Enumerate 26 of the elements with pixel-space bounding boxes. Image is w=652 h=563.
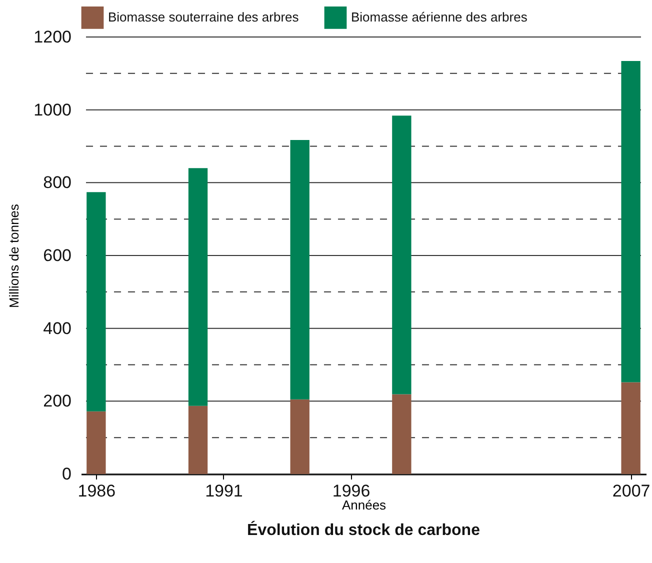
legend-label: Biomasse aérienne des arbres [351, 10, 528, 25]
bar [188, 406, 208, 474]
bar [621, 61, 640, 382]
bar [392, 394, 412, 474]
y-tick-label: 400 [43, 318, 72, 338]
x-tick-label: 1986 [78, 482, 116, 500]
bar [290, 399, 310, 474]
y-axis-title: Millions de tonnes [6, 203, 22, 308]
bar [86, 411, 106, 474]
legend-label: Biomasse souterraine des arbres [108, 10, 300, 25]
y-tick-label: 1000 [34, 100, 72, 120]
y-tick-label: 1200 [34, 28, 72, 46]
x-tick-label: 2007 [612, 482, 650, 500]
x-tick-label: 1991 [205, 482, 243, 500]
bar [86, 192, 106, 412]
x-tick-label: 1996 [332, 482, 370, 500]
bar [392, 116, 412, 394]
bar [621, 382, 640, 474]
x-axis-title: Années [342, 498, 387, 512]
y-tick-label: 200 [43, 392, 72, 411]
y-tick-label: 800 [43, 173, 72, 192]
bar [188, 168, 208, 406]
y-tick-label: 600 [43, 246, 72, 265]
text: Évolution du stock de carbone [247, 520, 480, 539]
bar [290, 140, 310, 400]
y-tick-label: 0 [62, 464, 72, 484]
